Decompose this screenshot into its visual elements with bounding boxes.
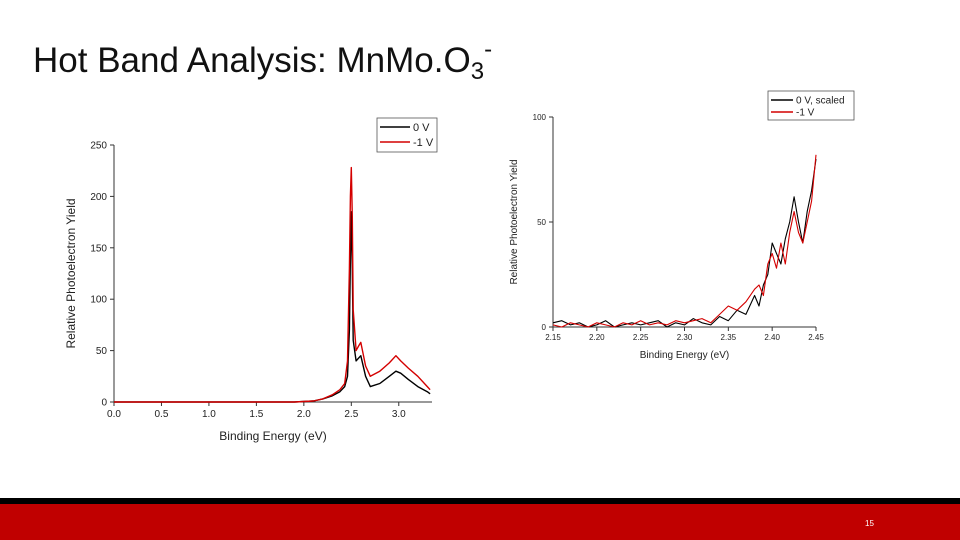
- x-tick-label: 3.0: [392, 409, 406, 420]
- x-tick-label: 0.5: [155, 409, 169, 420]
- legend-box: [376, 117, 438, 153]
- chart-2: 0 50 100 2.15 2.20 2.25 2.30 2.35 2.40 2.45 Bindin…: [509, 90, 855, 361]
- title-subscript: 3: [470, 58, 485, 85]
- y-tick-label: 150: [90, 243, 107, 254]
- x-tick-label: 1.0: [202, 409, 216, 420]
- legend-label: 0 V, scaled: [796, 96, 845, 107]
- y-tick-label: 200: [90, 192, 107, 203]
- y-tick-label: 0: [101, 398, 107, 409]
- title-mo: Mo: [385, 41, 434, 80]
- chart-1: 0 50 100 150 200 250 0.0 0.5 1.0 1.5 2.0 2.5 3.0 Bind…: [64, 117, 438, 443]
- x-tick-label: 2.35: [721, 333, 737, 342]
- y-tick-label: 50: [96, 346, 108, 357]
- x-tick-label: 2.40: [764, 333, 780, 342]
- footer-line: [0, 498, 960, 504]
- legend-box: [767, 90, 855, 121]
- x-axis-label: Binding Energy (eV): [219, 429, 326, 443]
- legend-label: -1 V: [796, 108, 815, 119]
- x-tick-label: 0.0: [107, 409, 121, 420]
- legend-label: 0 V: [413, 122, 430, 134]
- x-tick-label: 2.25: [633, 333, 649, 342]
- x-axis-label: Binding Energy (eV): [640, 350, 730, 361]
- series-line-2: [552, 154, 817, 328]
- x-tick-label: 2.0: [297, 409, 311, 420]
- series-line-1: [114, 211, 431, 403]
- x-tick-label: 2.15: [545, 333, 561, 342]
- y-tick-label: 100: [533, 113, 547, 122]
- y-tick-label: 0: [542, 323, 547, 332]
- spectra-charts: 0 50 100 150 200 250 0.0 0.5 1.0 1.5 2.0 2.5 3.0 Bind…: [64, 90, 855, 443]
- y-tick-label: 100: [90, 295, 107, 306]
- title-o: O: [443, 41, 471, 80]
- y-tick-label: 50: [537, 218, 546, 227]
- legend: 0 V -1 V: [376, 117, 438, 153]
- x-tick-label: 2.5: [344, 409, 358, 420]
- x-tick-label: 2.30: [677, 333, 693, 342]
- slide-title: Hot Band Analysis: MnMo.O3-: [33, 36, 493, 85]
- y-axis-label: Relative Photoelectron Yield: [509, 159, 520, 284]
- y-tick-label: 250: [90, 141, 107, 152]
- title-main: Hot Band Analysis: Mn: [33, 41, 386, 80]
- page-number: 15: [865, 519, 874, 528]
- title-superscript: -: [484, 36, 493, 63]
- series-line-1: [552, 158, 817, 328]
- y-axis-label: Relative Photoelectron Yield: [64, 198, 78, 348]
- x-tick-label: 2.20: [589, 333, 605, 342]
- x-tick-label: 2.45: [808, 333, 824, 342]
- legend: 0 V, scaled-1 V: [767, 90, 855, 121]
- x-tick-label: 1.5: [249, 409, 263, 420]
- series-line-2: [114, 166, 431, 403]
- legend-label: -1 V: [413, 137, 434, 149]
- footer-bar: [0, 504, 960, 540]
